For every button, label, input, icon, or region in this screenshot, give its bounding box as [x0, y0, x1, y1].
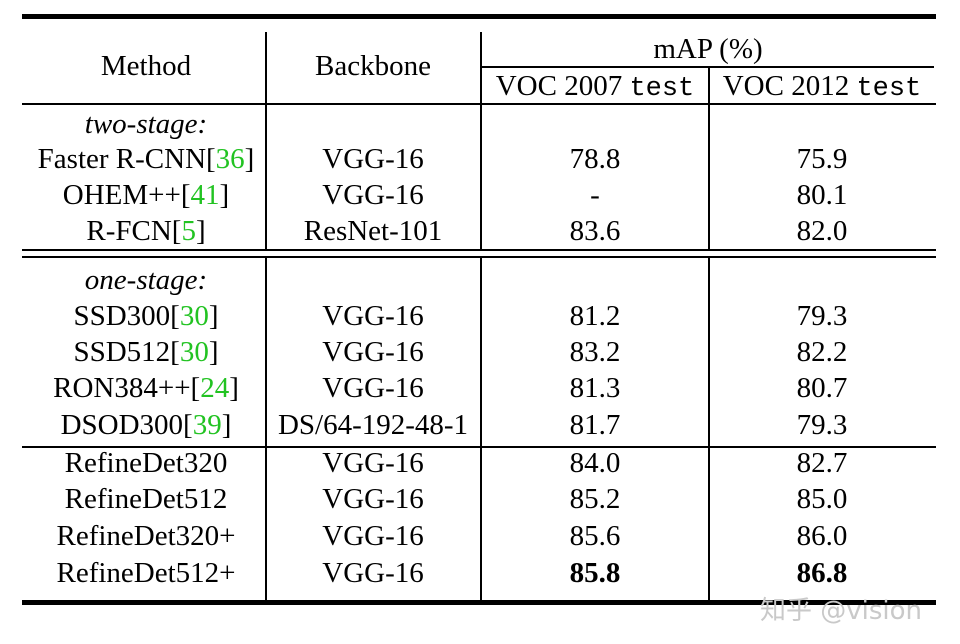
- citation-close: ]: [195, 215, 206, 247]
- row-voc2007: 83.2: [569, 336, 621, 368]
- row-voc2007: 78.8: [569, 143, 621, 175]
- citation-link[interactable]: 36: [215, 143, 245, 175]
- citation-link[interactable]: 30: [179, 336, 209, 368]
- method-name: RON384++[: [53, 372, 201, 404]
- row-voc2012: 82.2: [796, 336, 848, 368]
- header-voc2012-label: VOC 2012: [722, 70, 850, 102]
- top-rule: [22, 14, 936, 19]
- row-voc2012: 80.7: [796, 372, 848, 404]
- method-name: DSOD300[: [60, 409, 193, 441]
- header-rule: [22, 103, 936, 105]
- row-method: OHEM++[41]: [22, 177, 270, 213]
- col-divider-backbone: [480, 32, 482, 250]
- citation-link[interactable]: 39: [192, 409, 222, 441]
- citation-link[interactable]: 5: [181, 215, 196, 247]
- row-method: Faster R-CNN[36]: [22, 141, 270, 177]
- row-voc2012: 75.9: [796, 143, 848, 175]
- method-name: SSD300[: [73, 300, 180, 332]
- row-voc2007: 81.2: [569, 300, 621, 332]
- row-backbone: VGG-16: [322, 179, 424, 211]
- row-backbone: DS/64-192-48-1: [277, 409, 469, 441]
- col-divider-backbone-2: [480, 258, 482, 600]
- citation-close: ]: [208, 300, 219, 332]
- row-voc2007: 85.6: [569, 520, 621, 552]
- refinedet-rule: [22, 446, 936, 448]
- row-method: SSD512[30]: [22, 334, 270, 370]
- section-two-stage: two-stage:: [84, 108, 208, 140]
- row-backbone: VGG-16: [322, 557, 424, 589]
- header-voc2012-split: test: [856, 74, 922, 104]
- row-voc2012: 79.3: [796, 300, 848, 332]
- row-method: RefineDet320: [64, 447, 228, 479]
- section-double-rule-2: [22, 256, 936, 258]
- row-method: DSOD300[39]: [22, 407, 270, 443]
- row-method: RefineDet512+: [56, 557, 236, 589]
- citation-close: ]: [221, 409, 232, 441]
- row-voc2007: 83.6: [569, 215, 621, 247]
- method-name: Faster R-CNN[: [37, 143, 216, 175]
- row-backbone: VGG-16: [322, 372, 424, 404]
- row-voc2012: 82.7: [796, 447, 848, 479]
- citation-close: ]: [229, 372, 239, 404]
- row-method: R-FCN[5]: [22, 213, 270, 249]
- header-backbone: Backbone: [315, 50, 431, 82]
- row-backbone: VGG-16: [322, 336, 424, 368]
- row-voc2012: 80.1: [796, 179, 848, 211]
- row-voc2007: -: [590, 179, 600, 211]
- row-method: RefineDet512: [64, 483, 228, 515]
- row-voc2012: 86.0: [796, 520, 848, 552]
- row-backbone: VGG-16: [322, 143, 424, 175]
- watermark: 知乎 @vision: [760, 596, 923, 626]
- method-name: OHEM++[: [62, 179, 191, 211]
- citation-close: ]: [219, 179, 230, 211]
- row-voc2007: 81.7: [569, 409, 621, 441]
- method-name: R-FCN[: [86, 215, 182, 247]
- col-divider-voc-2: [708, 258, 710, 600]
- bottom-rule: [22, 600, 936, 605]
- citation-link[interactable]: 30: [179, 300, 209, 332]
- row-backbone: VGG-16: [322, 447, 424, 479]
- header-method: Method: [100, 50, 192, 82]
- col-divider-voc: [708, 68, 710, 250]
- row-voc2012: 82.0: [796, 215, 848, 247]
- row-method: RefineDet320+: [56, 520, 236, 552]
- citation-close: ]: [244, 143, 255, 175]
- row-backbone: VGG-16: [322, 300, 424, 332]
- row-voc2012: 86.8: [796, 557, 848, 589]
- header-voc2007-label: VOC 2007: [495, 70, 623, 102]
- header-voc2007: VOC 2007 test: [482, 68, 708, 107]
- section-double-rule-1: [22, 249, 936, 251]
- row-voc2012: 79.3: [796, 409, 848, 441]
- row-backbone: VGG-16: [322, 520, 424, 552]
- row-voc2007: 84.0: [569, 447, 621, 479]
- row-voc2007: 85.8: [569, 557, 621, 589]
- row-backbone: VGG-16: [322, 483, 424, 515]
- citation-link[interactable]: 24: [200, 372, 230, 404]
- header-map: mAP (%): [653, 33, 763, 65]
- method-name: SSD512[: [73, 336, 180, 368]
- row-voc2007: 85.2: [569, 483, 621, 515]
- col-divider-method: [265, 32, 267, 250]
- row-backbone: ResNet-101: [303, 215, 443, 247]
- map-subheader-rule: [482, 66, 934, 68]
- row-voc2012: 85.0: [796, 483, 848, 515]
- col-divider-method-2: [265, 258, 267, 600]
- citation-close: ]: [208, 336, 219, 368]
- section-one-stage: one-stage:: [84, 264, 208, 296]
- header-voc2007-split: test: [629, 74, 695, 104]
- row-voc2007: 81.3: [569, 372, 621, 404]
- citation-link[interactable]: 41: [190, 179, 220, 211]
- header-voc2012: VOC 2012 test: [710, 68, 934, 107]
- row-method: SSD300[30]: [22, 298, 270, 334]
- row-method: RON384++[24]: [22, 370, 270, 406]
